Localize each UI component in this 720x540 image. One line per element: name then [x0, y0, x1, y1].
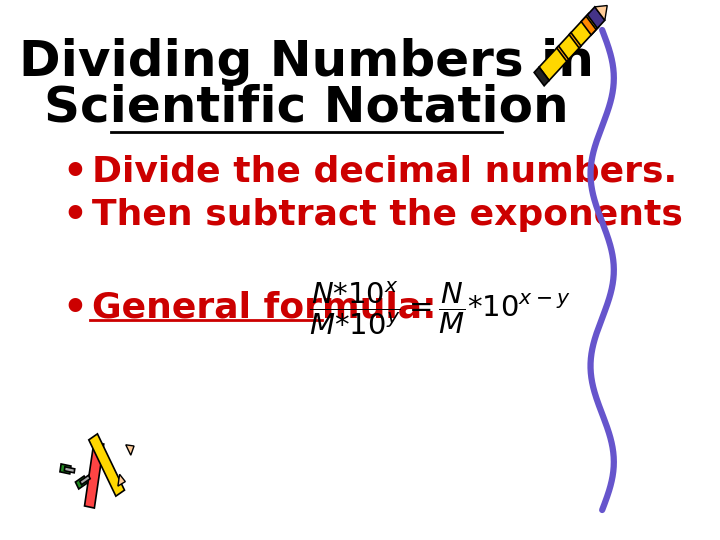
Polygon shape: [595, 5, 607, 20]
Polygon shape: [126, 445, 134, 455]
Text: Scientific Notation: Scientific Notation: [44, 84, 569, 132]
Polygon shape: [76, 476, 87, 489]
Polygon shape: [581, 16, 596, 35]
Polygon shape: [588, 7, 605, 28]
Text: •: •: [63, 153, 87, 191]
Polygon shape: [64, 467, 75, 473]
Polygon shape: [84, 442, 104, 508]
Polygon shape: [118, 474, 125, 486]
Text: $\dfrac{N{*}10^{x}}{M{*}10^{y}} = \dfrac{N}{M}{*}10^{x-y}$: $\dfrac{N{*}10^{x}}{M{*}10^{y}} = \dfrac…: [309, 279, 570, 337]
Text: General formula:: General formula:: [91, 291, 436, 325]
Polygon shape: [89, 434, 125, 496]
Text: Then subtract the exponents: Then subtract the exponents: [91, 198, 683, 232]
Polygon shape: [539, 14, 598, 80]
Text: •: •: [63, 196, 87, 234]
Polygon shape: [569, 32, 581, 48]
Polygon shape: [80, 475, 90, 485]
Text: Divide the decimal numbers.: Divide the decimal numbers.: [91, 155, 677, 189]
Polygon shape: [557, 46, 569, 62]
Text: •: •: [63, 289, 87, 327]
Polygon shape: [534, 67, 549, 86]
Text: Dividing Numbers in: Dividing Numbers in: [19, 38, 594, 86]
Polygon shape: [60, 464, 71, 474]
